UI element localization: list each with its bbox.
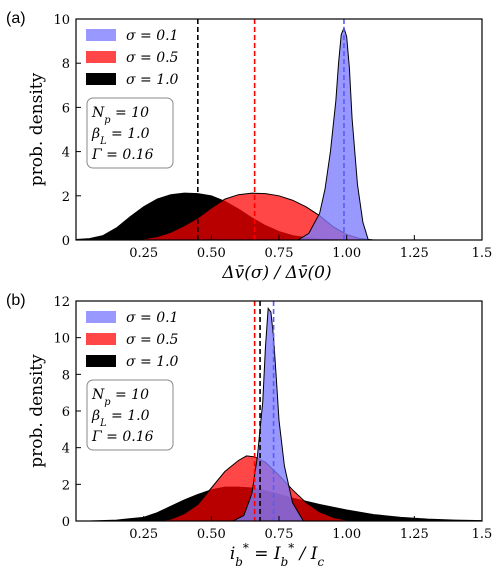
y-tick-label: 8 <box>62 57 70 72</box>
x-tick-label: 1.00 <box>332 246 361 261</box>
x-tick-label: 1.5 <box>472 246 493 261</box>
x-tick-label: 0.25 <box>129 246 158 261</box>
x-tick-label: 1.25 <box>400 527 429 542</box>
x-tick-label: 1.5 <box>472 527 493 542</box>
x-tick-label: 0.50 <box>197 246 226 261</box>
legend: σ = 0.1 σ = 0.5 σ = 1.0 <box>86 310 179 370</box>
y-tick-label: 0 <box>62 234 70 249</box>
x-tick-label: 0.75 <box>265 527 294 542</box>
y-tick-label: 12 <box>53 295 70 310</box>
parameter-box-frame <box>86 97 174 169</box>
parameter-text: Γ = 0.16 <box>91 147 154 163</box>
parameter-text: βL = 1.0 <box>91 408 150 429</box>
legend-label: σ = 1.0 <box>126 354 179 370</box>
legend-swatch <box>86 29 116 41</box>
y-tick-label: 0 <box>62 515 70 530</box>
legend-swatch <box>86 355 116 367</box>
y-tick-label: 4 <box>62 442 70 457</box>
legend-label: σ = 0.5 <box>126 332 179 348</box>
plot-area <box>89 301 482 521</box>
y-tick-label: 10 <box>53 332 70 347</box>
parameter-text: Np = 10 <box>91 105 149 126</box>
y-tick-label: 2 <box>62 478 70 493</box>
legend-swatch <box>86 51 116 63</box>
x-tick-label: 1.25 <box>400 246 429 261</box>
y-tick-label: 10 <box>53 13 70 28</box>
parameter-text: Np = 10 <box>91 387 149 408</box>
legend-label: σ = 1.0 <box>126 72 179 88</box>
legend-label: σ = 0.1 <box>126 310 178 326</box>
y-tick-label: 8 <box>62 368 70 383</box>
x-tick-label: 0.25 <box>129 527 158 542</box>
panel-label: (b) <box>6 292 26 309</box>
y-tick-label: 6 <box>62 405 70 420</box>
panel-b: 0.25 0.50 0.75 1.00 1.25 1.5 0 2 4 6 8 10 12 ib* = Ib… <box>6 292 492 569</box>
legend-swatch <box>86 333 116 345</box>
x-axis-label: ib* = Ib* / Ic <box>230 541 325 569</box>
y-tick-label: 4 <box>62 146 70 161</box>
legend-swatch <box>86 73 116 85</box>
y-tick-label: 2 <box>62 190 70 205</box>
panel-a: 0.25 0.50 0.75 1.00 1.25 1.5 0 2 4 6 8 10 Δv̄(σ) / Δ… <box>6 10 492 283</box>
legend: σ = 0.1 σ = 0.5 σ = 1.0 <box>86 28 179 88</box>
y-axis-label: prob. density <box>27 354 47 468</box>
parameter-text: βL = 1.0 <box>91 126 150 147</box>
density-area-0.1 <box>232 306 304 521</box>
panel-label: (a) <box>6 10 26 27</box>
y-tick-label: 6 <box>62 101 70 116</box>
legend-label: σ = 0.5 <box>126 50 179 66</box>
x-tick-label: 1.00 <box>332 527 361 542</box>
x-tick-label: 0.50 <box>197 527 226 542</box>
density-area-0.1 <box>296 26 369 240</box>
x-tick-label: 0.75 <box>265 246 294 261</box>
x-axis-label: Δv̄(σ) / Δv̄(0) <box>221 263 331 283</box>
parameter-text: Γ = 0.16 <box>91 429 154 445</box>
legend-label: σ = 0.1 <box>126 28 178 44</box>
plot-area <box>76 19 374 240</box>
legend-swatch <box>86 311 116 323</box>
parameter-box-frame <box>86 379 174 451</box>
y-axis-label: prob. density <box>27 72 47 186</box>
